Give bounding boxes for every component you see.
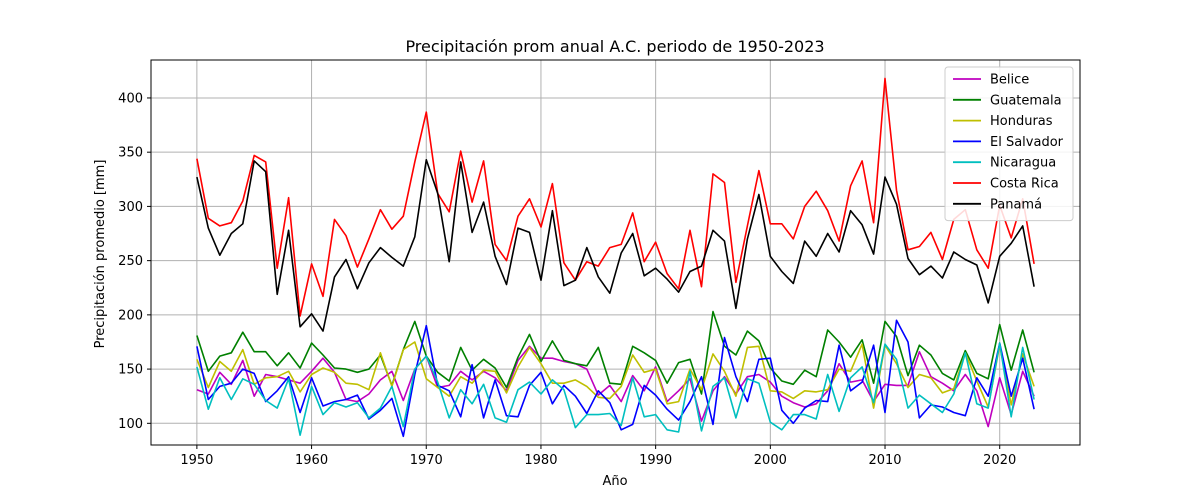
- y-axis-title: Precipitación promedio [mm]: [93, 160, 108, 349]
- x-tick-label: 1990: [639, 453, 672, 468]
- legend: Belice Guatemala Honduras El Salvador Nicara…: [944, 66, 1074, 222]
- legend-label-costa-rica: Costa Rica: [990, 177, 1059, 192]
- legend-label-honduras: Honduras: [990, 114, 1053, 129]
- x-tick-label: 2010: [868, 453, 901, 468]
- y-tick-label: 350: [118, 146, 143, 161]
- series-line-costa-rica: [196, 77, 1035, 317]
- x-tick-label: 1970: [410, 453, 443, 468]
- legend-label-guatemala: Guatemala: [990, 93, 1062, 108]
- series-line-panama: [196, 159, 1035, 332]
- y-tick-label: 400: [118, 91, 143, 106]
- chart-title: Precipitación prom anual A.C. periodo de…: [405, 37, 824, 56]
- x-axis-ticks: 1950 1960 1970 1980 1990 2000 2010 2020: [180, 445, 1016, 468]
- legend-label-el-salvador: El Salvador: [990, 135, 1064, 150]
- x-tick-label: 2020: [983, 453, 1016, 468]
- y-tick-label: 100: [118, 417, 143, 432]
- x-tick-label: 1960: [295, 453, 328, 468]
- series-line-nicaragua: [196, 342, 1035, 437]
- x-axis-title: Año: [602, 474, 627, 489]
- series-lines: [196, 77, 1035, 438]
- x-tick-label: 1980: [524, 453, 557, 468]
- series-line-honduras: [196, 341, 1035, 409]
- x-tick-label: 1950: [180, 453, 213, 468]
- grid: [151, 60, 1080, 445]
- legend-label-belice: Belice: [990, 73, 1029, 88]
- legend-label-panama: Panamá: [990, 197, 1042, 212]
- plot-frame: [150, 59, 1081, 446]
- x-tick-label: 2000: [754, 453, 787, 468]
- series-line-el-salvador: [196, 319, 1035, 438]
- y-tick-label: 250: [118, 254, 143, 269]
- legend-label-nicaragua: Nicaragua: [990, 156, 1056, 171]
- y-tick-label: 300: [118, 200, 143, 215]
- y-tick-label: 200: [118, 308, 143, 323]
- y-axis-ticks: 100 150 200 250 300 350 400: [118, 91, 151, 432]
- y-tick-label: 150: [118, 363, 143, 378]
